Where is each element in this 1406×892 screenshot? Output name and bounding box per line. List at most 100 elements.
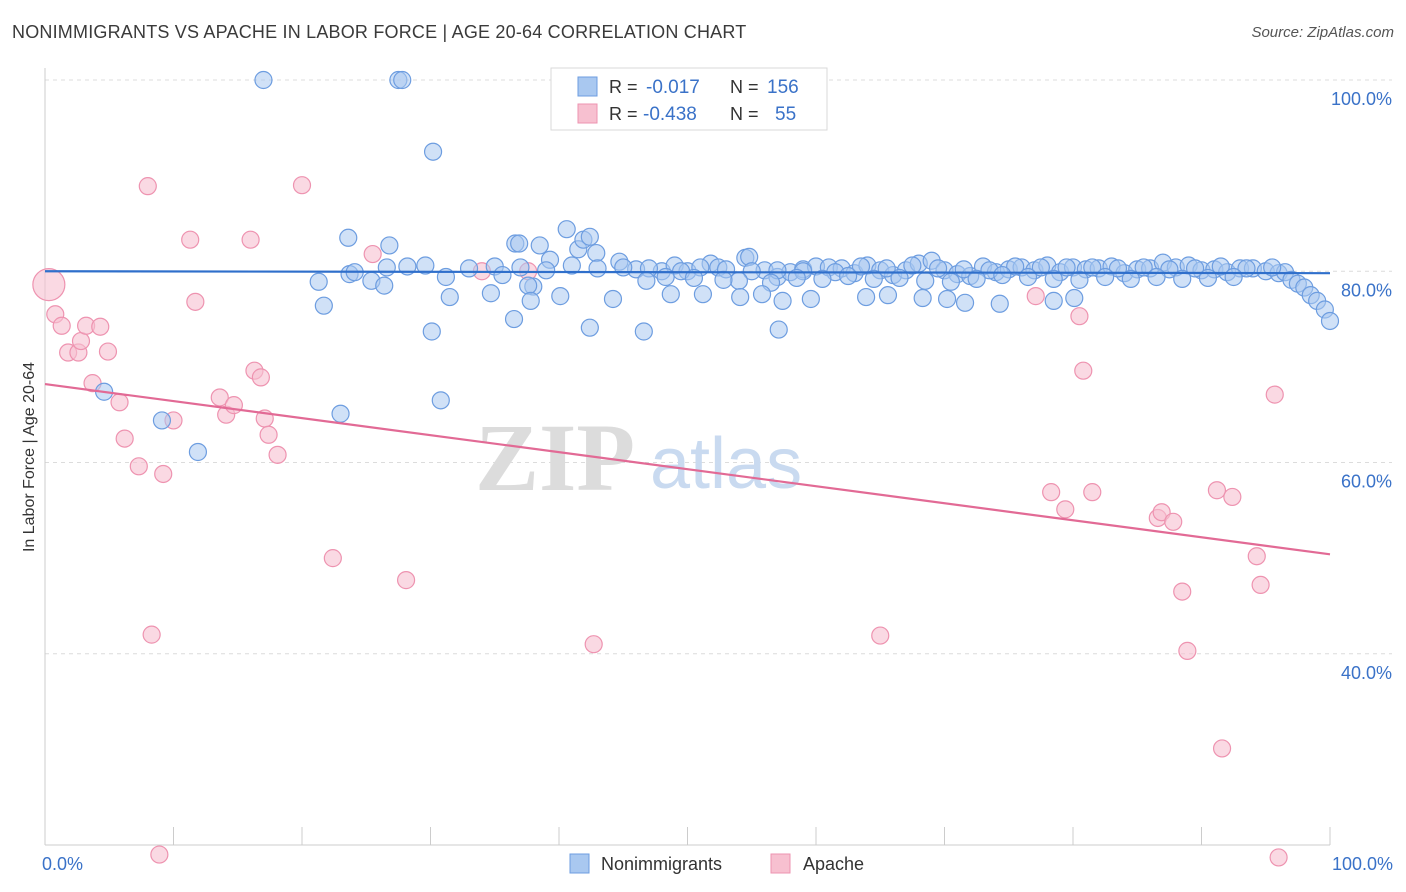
nonimmigrants-point	[587, 243, 606, 263]
apache-point	[181, 230, 200, 249]
nonimmigrants-point	[693, 285, 713, 304]
nonimmigrants-point	[787, 268, 806, 288]
nonimmigrants-point	[551, 287, 570, 306]
apache-point	[186, 292, 205, 311]
nonimmigrants-point	[416, 256, 435, 275]
apache-point	[138, 177, 157, 196]
nonimmigrants-point	[839, 266, 858, 286]
watermark: ZIP atlas	[475, 404, 802, 511]
apache-point	[241, 230, 260, 249]
nonimmigrants-point	[1070, 270, 1089, 289]
nonimmigrants-point	[928, 259, 948, 278]
nonimmigrants-point	[634, 322, 653, 341]
apache-point	[1056, 500, 1075, 519]
apache-point	[52, 316, 71, 335]
nonimmigrants-point	[1096, 267, 1115, 287]
nonimmigrants-point	[656, 267, 675, 287]
nonimmigrants-point	[1121, 269, 1140, 288]
nonimmigrants-point	[580, 227, 599, 246]
nonimmigrants-point	[393, 70, 412, 90]
nonimmigrants-point	[967, 269, 986, 288]
y-axis-label: In Labor Force | Age 20-64	[21, 362, 38, 552]
nonimmigrants-point	[851, 257, 871, 276]
nonimmigrants-point	[813, 269, 832, 288]
nonimmigrants-point	[1224, 267, 1243, 287]
nonimmigrants-point	[1134, 258, 1153, 277]
nonimmigrants-point	[729, 271, 749, 290]
nonimmigrants-point	[941, 272, 961, 291]
nonimmigrants-point	[537, 261, 556, 280]
nonimmigrants-point	[993, 265, 1012, 285]
apache-point	[1251, 575, 1270, 595]
nonimmigrants-point	[1083, 258, 1102, 277]
apache-point	[142, 625, 161, 644]
nonimmigrants-point	[1320, 311, 1340, 331]
nonimmigrants-point	[254, 70, 273, 90]
chart-title: NONIMMIGRANTS VS APACHE IN LABOR FORCE |…	[12, 22, 747, 42]
apache-point	[259, 425, 278, 444]
x-tick-label: 0.0%	[42, 854, 83, 874]
nonimmigrants-point	[423, 142, 443, 161]
apache-point	[871, 626, 890, 645]
legend-n-label-2: N =	[730, 104, 759, 124]
nonimmigrants-point	[1044, 291, 1063, 310]
apache-point	[32, 268, 66, 302]
apache-point	[1269, 848, 1288, 867]
nonimmigrants-point	[937, 289, 957, 309]
nonimmigrants-trend-line	[44, 270, 1331, 275]
apache-point	[1207, 481, 1227, 500]
nonimmigrants-point	[752, 285, 772, 304]
apache-point	[1074, 361, 1093, 380]
legend-swatch-nonimmigrants	[577, 76, 598, 97]
legend-swatch-apache	[577, 103, 598, 124]
apache-point	[1247, 547, 1266, 566]
apache-point	[396, 571, 416, 590]
apache-point	[1173, 582, 1192, 601]
nonimmigrants-point	[684, 268, 704, 288]
y-tick-label: 80.0%	[1341, 280, 1392, 300]
nonimmigrants-point	[375, 276, 394, 295]
nonimmigrants-point	[1044, 269, 1063, 288]
nonimmigrants-point	[459, 259, 479, 278]
nonimmigrants-point	[510, 234, 529, 253]
trend-lines	[44, 270, 1331, 556]
nonimmigrants-point	[903, 256, 922, 275]
nonimmigrants-point	[1006, 257, 1025, 276]
nonimmigrants-point	[493, 265, 512, 285]
nonimmigrants-points	[95, 70, 1340, 462]
apache-point	[363, 244, 382, 264]
nonimmigrants-point	[440, 287, 459, 307]
nonimmigrants-point	[637, 271, 656, 290]
nonimmigrants-point	[504, 309, 524, 329]
nonimmigrants-point	[309, 272, 328, 291]
apache-point	[98, 342, 118, 361]
x-tick-label: 100.0%	[1332, 854, 1393, 874]
apache-point	[210, 388, 229, 407]
legend-n-label-1: N =	[730, 77, 759, 97]
nonimmigrants-point	[152, 411, 172, 430]
apache-point	[1223, 487, 1242, 507]
bottom-legend-swatch-nonimmigrants	[569, 853, 590, 874]
nonimmigrants-point	[1147, 267, 1166, 287]
legend-r-value-2: -0.438	[643, 104, 697, 125]
source-label: Source: ZipAtlas.com	[1251, 24, 1394, 41]
axes	[44, 68, 1331, 846]
apache-point	[115, 429, 134, 448]
nonimmigrants-point	[916, 271, 935, 290]
nonimmigrants-point	[580, 318, 599, 337]
watermark-atlas: atlas	[650, 424, 802, 504]
y-tick-label: 60.0%	[1341, 472, 1392, 492]
correlation-legend: R = -0.017 N = 156 R = -0.438 N = 55	[550, 67, 828, 131]
nonimmigrants-point	[562, 256, 581, 275]
nonimmigrants-point	[731, 287, 750, 307]
apache-point	[1178, 641, 1197, 660]
nonimmigrants-point	[530, 236, 549, 255]
y-tick-label: 40.0%	[1341, 663, 1392, 683]
nonimmigrants-point	[557, 220, 576, 239]
apache-point	[71, 331, 91, 351]
legend-n-value-1: 156	[767, 77, 799, 98]
apache-point	[584, 635, 603, 654]
nonimmigrants-point	[521, 291, 540, 310]
apache-point	[268, 445, 287, 464]
